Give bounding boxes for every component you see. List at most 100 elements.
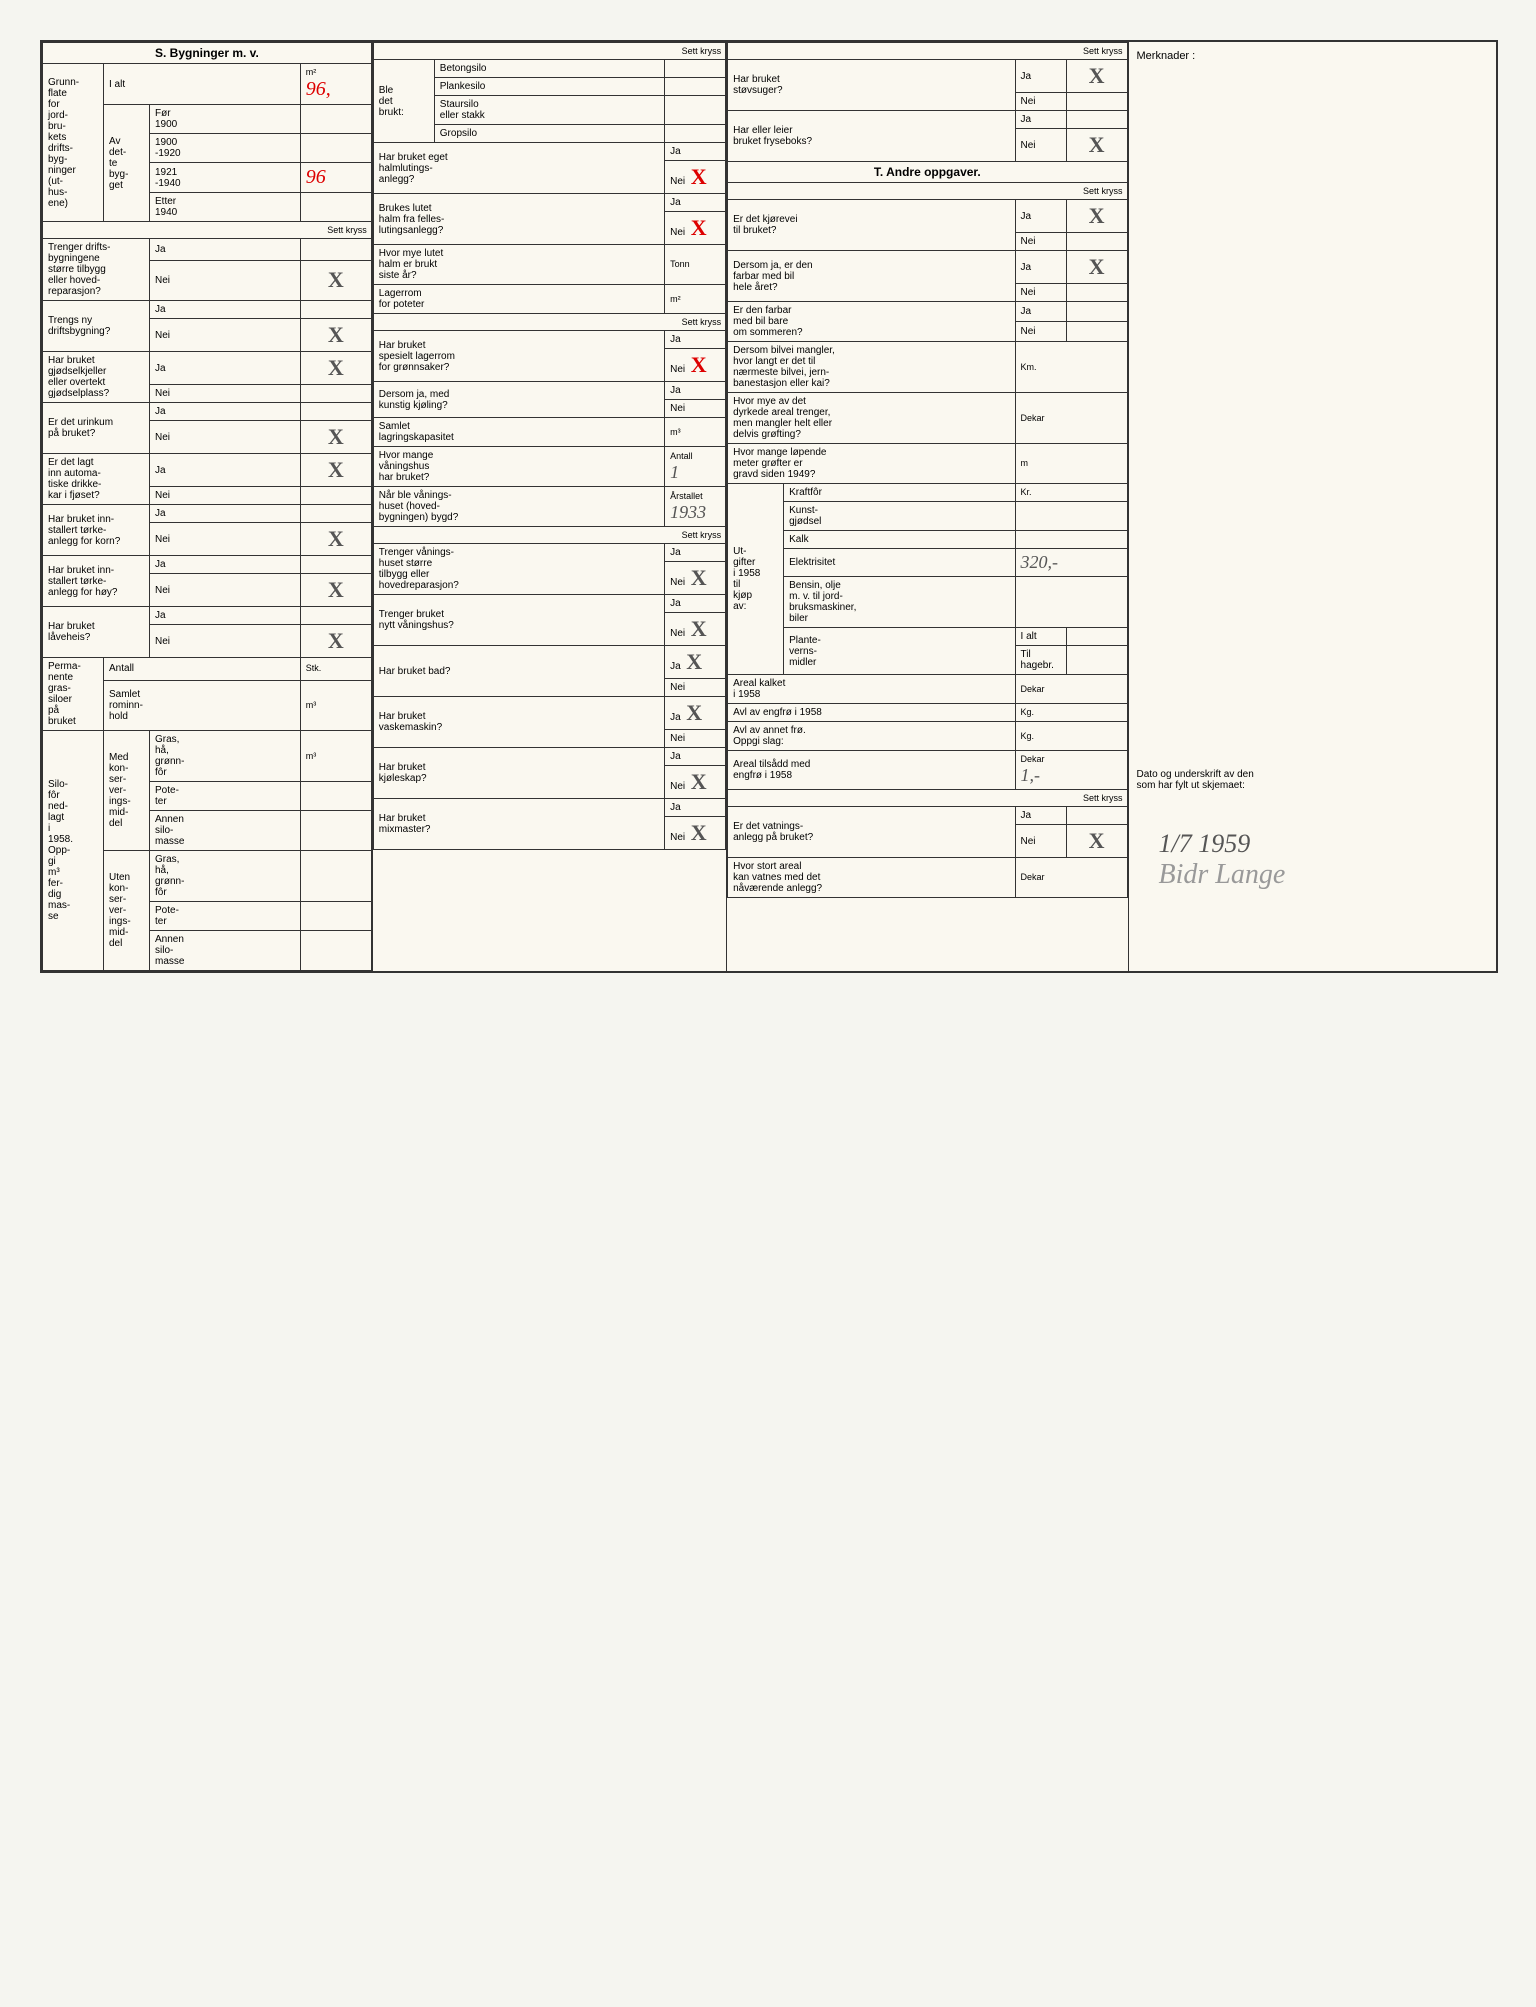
q4-nei: X — [300, 421, 371, 454]
c2q5-nei: X — [691, 352, 707, 377]
c2q15-ja: Ja — [665, 799, 726, 817]
c2q10: Trenger vånings- huset større tilbygg el… — [373, 544, 664, 595]
kraftfor: Kraftfôr — [784, 484, 1015, 502]
sett-kryss-1: Sett kryss — [43, 222, 372, 239]
gras-ha-2: Gras, hå, grønn- fôr — [150, 851, 301, 902]
c3q3-ja-label: Ja — [1015, 200, 1066, 233]
sett-kryss-7: Sett kryss — [728, 790, 1127, 807]
q5-ja: X — [300, 454, 371, 487]
nei-label-3: Nei — [150, 385, 301, 403]
q6-ja — [300, 505, 371, 523]
c2q15: Har bruket mixmaster? — [373, 799, 664, 850]
c3q1-ja: X — [1066, 60, 1127, 93]
kalk: Kalk — [784, 531, 1015, 549]
hvor-stort: Hvor stort areal kan vatnes med det nåvæ… — [728, 858, 1015, 898]
annen-2-val — [300, 931, 371, 971]
c2q15-nei-label: Nei — [670, 832, 685, 843]
c2q14: Har bruket kjøleskap? — [373, 748, 664, 799]
c3q4: Dersom ja, er den farbar med bil hele år… — [728, 251, 1015, 302]
sett-kryss-5: Sett kryss — [728, 43, 1127, 60]
m3-label-3: m³ — [670, 427, 681, 437]
c2q10-nei: X — [691, 565, 707, 590]
areal-tilsadd: Areal tilsådd med engfrø i 1958 — [728, 751, 1015, 790]
c3q1-ja-label: Ja — [1015, 60, 1066, 93]
vat-nei-label: Nei — [1015, 825, 1066, 858]
c2q1-nei: X — [691, 164, 707, 189]
c2q13-nei: Nei — [665, 730, 726, 748]
tonn-label: Tonn — [670, 259, 690, 269]
stk-label: Stk. — [306, 663, 322, 673]
c3q2-ja — [1066, 111, 1127, 129]
m2-label: m² — [306, 67, 317, 77]
tilsadd-val: 1,- — [1021, 765, 1041, 785]
samlet-rom-label: Samlet rominn- hold — [104, 680, 301, 730]
q3-label: Har bruket gjødselkjeller eller overtekt… — [43, 352, 150, 403]
c2q11-nei: X — [691, 616, 707, 641]
c3q7: Hvor mye av det dyrkede areal trenger, m… — [728, 393, 1015, 444]
avl-annet: Avl av annet frø. Oppgi slag: — [728, 722, 1015, 751]
c2q2-nei: X — [691, 215, 707, 240]
signature-date: 1/7 1959 — [1159, 829, 1286, 859]
m-label: m — [1021, 458, 1029, 468]
c2q11-ja: Ja — [665, 595, 726, 613]
areal-kalket: Areal kalket i 1958 — [728, 675, 1015, 704]
annen-silo-1: Annen silo- masse — [150, 811, 301, 851]
c2q13-ja: X — [686, 700, 702, 725]
arstall-val: 1933 — [670, 502, 706, 522]
betong-val — [665, 60, 726, 78]
sett-kryss-3: Sett kryss — [373, 314, 725, 331]
poteter-2: Pote- ter — [150, 902, 301, 931]
c2q13: Har bruket vaskemaskin? — [373, 697, 664, 748]
m2-label-2: m² — [670, 294, 681, 304]
c2q6-nei: Nei — [665, 400, 726, 418]
kg-label-2: Kg. — [1021, 731, 1035, 741]
sett-kryss-4: Sett kryss — [373, 527, 725, 544]
annen-1-val — [300, 811, 371, 851]
poteter-2-val — [300, 902, 371, 931]
med-kons-label: Med kon- ser- ver- ings- mid- del — [104, 731, 150, 851]
c2q6: Dersom ja, med kunstig kjøling? — [373, 382, 664, 418]
m3-label: m³ — [306, 700, 317, 710]
ja-label-3: Ja — [150, 352, 301, 385]
hagebr-val — [1066, 646, 1127, 675]
uten-kons-label: Uten kon- ser- ver- ings- mid- del — [104, 851, 150, 971]
etter-1940-value — [300, 193, 371, 222]
av-dette-label: Av det- te byg- get — [104, 105, 150, 222]
c2q10-ja: Ja — [665, 544, 726, 562]
c3q4-ja-label: Ja — [1015, 251, 1066, 284]
q2-ja — [300, 301, 371, 319]
sett-kryss-2: Sett kryss — [373, 43, 725, 60]
nei-label-6: Nei — [150, 523, 301, 556]
c3q3-nei — [1066, 233, 1127, 251]
nei-label-7: Nei — [150, 574, 301, 607]
gras-ha-1: Gras, hå, grønn- fôr — [150, 731, 301, 782]
for-1900-value — [300, 105, 371, 134]
ja-label-4: Ja — [150, 403, 301, 421]
ja-label-6: Ja — [150, 505, 301, 523]
c3q2-nei: X — [1066, 129, 1127, 162]
c2q4: Lagerrom for poteter — [373, 285, 664, 314]
nei-label-2: Nei — [150, 319, 301, 352]
section-s-title: S. Bygninger m. v. — [43, 43, 372, 64]
c3q3: Er det kjørevei til bruket? — [728, 200, 1015, 251]
q1-ja — [300, 239, 371, 261]
q6-nei: X — [300, 523, 371, 556]
km-label: Km. — [1021, 362, 1037, 372]
ja-label-7: Ja — [150, 556, 301, 574]
c3q2-ja-label: Ja — [1015, 111, 1066, 129]
utgifter-label: Ut- gifter i 1958 til kjøp av: — [728, 484, 784, 675]
i-alt-p: I alt — [1015, 628, 1066, 646]
merknader-label: Merknader : — [1137, 50, 1488, 62]
c2q5: Har bruket spesielt lagerrom for grønnsa… — [373, 331, 664, 382]
q1-nei: X — [300, 260, 371, 300]
c2q2-ja: Ja — [665, 194, 726, 212]
c3q4-nei — [1066, 284, 1127, 302]
grop-val — [665, 125, 726, 143]
avl-engfro: Avl av engfrø i 1958 — [728, 704, 1015, 722]
etter-1940-label: Etter 1940 — [150, 193, 301, 222]
m3-label-2: m³ — [306, 751, 317, 761]
sett-kryss-6: Sett kryss — [728, 183, 1127, 200]
q7-ja — [300, 556, 371, 574]
dekar-label-3: Dekar — [1021, 754, 1045, 764]
c3q5-ja — [1066, 302, 1127, 322]
